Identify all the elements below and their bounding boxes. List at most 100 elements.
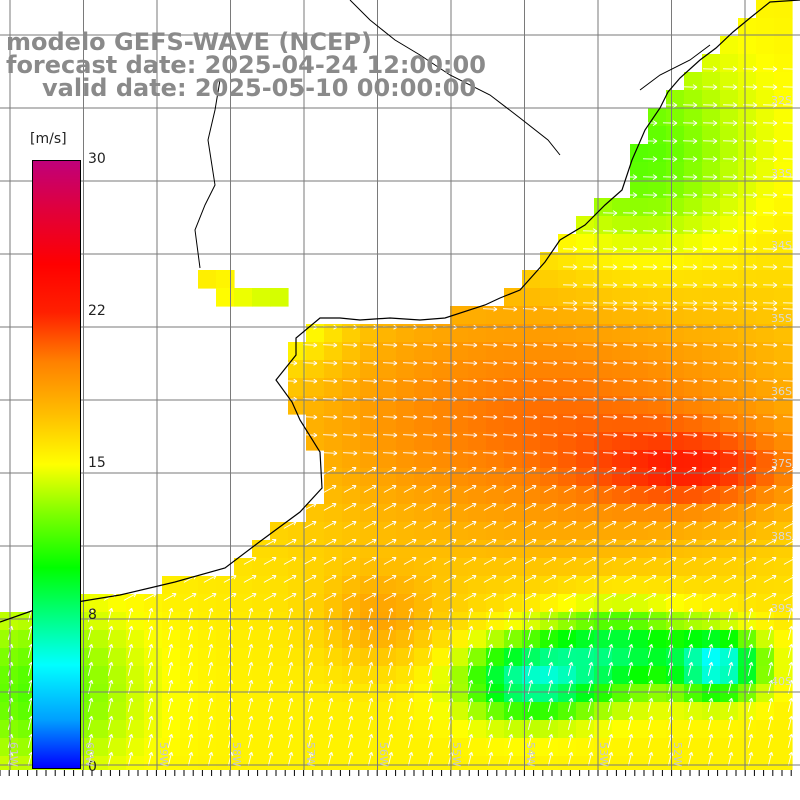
wind-cell: [0, 738, 19, 757]
wind-cell: [558, 252, 577, 271]
colorbar-tick-0: 0: [88, 759, 97, 775]
wind-arrow: [502, 432, 518, 438]
wind-arrow: [327, 643, 334, 658]
wind-cell: [342, 450, 361, 469]
wind-cell: [756, 360, 775, 379]
wind-arrow: [722, 282, 738, 289]
wind-arrow: [642, 432, 658, 438]
wind-cell: [504, 630, 523, 649]
wind-cell: [738, 630, 757, 649]
wind-arrow: [382, 414, 398, 420]
wind-arrow: [487, 661, 494, 676]
wind-cell: [594, 306, 613, 325]
wind-arrow: [147, 661, 154, 676]
wind-arrow: [767, 697, 774, 712]
wind-cell: [144, 630, 163, 649]
wind-cell: [702, 666, 721, 685]
wind-arrow: [607, 607, 614, 622]
wind-cell: [486, 486, 505, 505]
wind-cell: [756, 324, 775, 343]
wind-cell: [306, 630, 325, 649]
wind-arrow: [383, 503, 397, 511]
wind-cell: [702, 144, 721, 163]
wind-cell: [558, 288, 577, 307]
wind-arrow: [663, 521, 677, 529]
wind-cell: [738, 504, 757, 523]
wind-cell: [774, 378, 793, 397]
wind-arrow: [483, 575, 497, 583]
wind-cell: [180, 594, 199, 613]
wind-arrow: [307, 697, 314, 712]
wind-arrow: [423, 521, 437, 529]
wind-cell: [432, 486, 451, 505]
wind-arrow: [363, 593, 377, 601]
wind-arrow: [327, 715, 334, 730]
wind-cell: [738, 576, 757, 595]
wind-cell: [558, 486, 577, 505]
wind-cell: [414, 648, 433, 667]
wind-cell: [378, 504, 397, 523]
wind-arrow: [642, 174, 658, 181]
wind-cell: [522, 396, 541, 415]
wind-cell: [684, 666, 703, 685]
wind-cell: [648, 414, 667, 433]
wind-cell: [324, 738, 343, 757]
wind-cell: [612, 612, 631, 631]
wind-cell: [486, 540, 505, 559]
lon-label-57w: 57W: [304, 742, 317, 767]
wind-cell: [468, 360, 487, 379]
wind-cell: [450, 720, 469, 739]
wind-cell: [522, 720, 541, 739]
wind-cell: [18, 666, 37, 685]
wind-cell: [486, 378, 505, 397]
wind-cell: [774, 18, 793, 37]
wind-arrow: [582, 282, 598, 289]
wind-cell: [738, 594, 757, 613]
wind-cell: [738, 288, 757, 307]
wind-cell: [756, 108, 775, 127]
wind-arrow: [207, 733, 214, 748]
wind-cell: [558, 414, 577, 433]
wind-cell: [234, 612, 253, 631]
wind-cell: [666, 306, 685, 325]
wind-arrow: [87, 661, 94, 676]
wind-arrow: [527, 733, 534, 748]
wind-arrow: [743, 557, 757, 565]
wind-cell: [720, 630, 739, 649]
wind-cell: [648, 252, 667, 271]
wind-arrow: [422, 378, 438, 384]
wind-arrow: [702, 264, 718, 271]
wind-cell: [720, 594, 739, 613]
wind-cell: [432, 360, 451, 379]
wind-cell: [324, 522, 343, 541]
wind-arrow: [523, 539, 537, 547]
wind-arrow: [307, 643, 314, 658]
wind-arrow: [587, 733, 594, 748]
wind-cell: [720, 684, 739, 703]
wind-cell: [558, 396, 577, 415]
wind-arrow: [562, 246, 578, 253]
wind-arrow: [642, 156, 658, 163]
wind-cell: [180, 702, 199, 721]
wind-cell: [666, 342, 685, 361]
wind-cell: [234, 666, 253, 685]
wind-cell: [594, 666, 613, 685]
wind-cell: [648, 324, 667, 343]
wind-arrow: [623, 485, 637, 493]
wind-arrow: [607, 751, 614, 766]
wind-cell: [216, 594, 235, 613]
wind-arrow: [443, 485, 457, 493]
wind-arrow: [787, 607, 794, 622]
wind-cell: [378, 558, 397, 577]
wind-arrow: [647, 607, 654, 622]
wind-cell: [432, 540, 451, 559]
wind-cell: [288, 702, 307, 721]
wind-cell: [306, 576, 325, 595]
wind-cell: [306, 666, 325, 685]
wind-cell: [252, 720, 271, 739]
lon-label-61w: 61W: [7, 742, 20, 767]
wind-arrow: [322, 360, 338, 366]
wind-arrow: [483, 557, 497, 565]
wind-cell: [450, 576, 469, 595]
wind-cell: [648, 666, 667, 685]
